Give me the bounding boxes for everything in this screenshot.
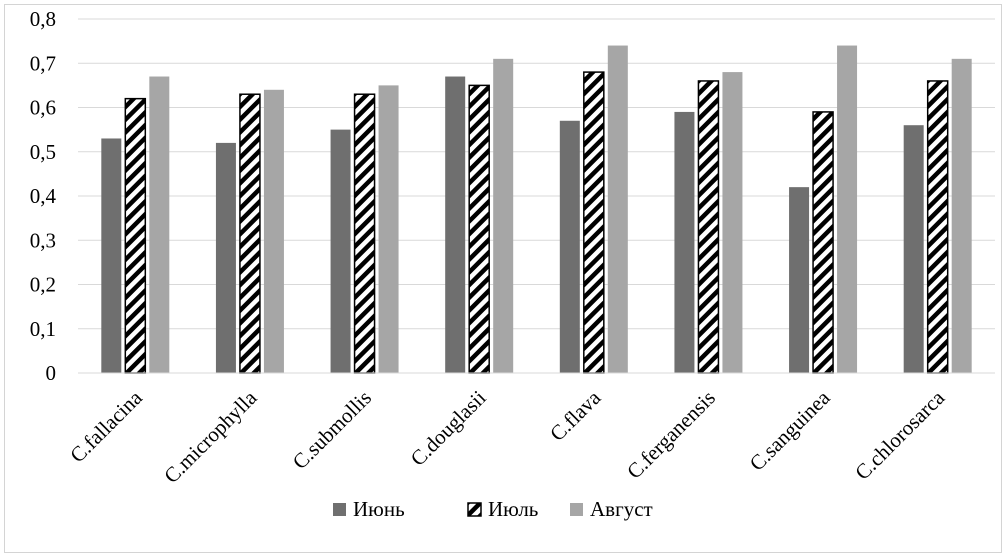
category-label: C.ferganensis <box>622 386 720 484</box>
bar-2-7 <box>812 111 834 374</box>
y-tick-label: 0,5 <box>30 140 56 164</box>
grid <box>78 18 995 330</box>
legend: Июнь Июль Август <box>333 497 653 521</box>
y-axis-ticks: 0 0,1 0,2 0,3 0,4 0,5 0,6 0,7 0,8 <box>30 7 57 385</box>
category-label: C.microphylla <box>159 385 262 488</box>
category-label: C.flava <box>545 385 606 446</box>
bar-3-7 <box>837 45 858 374</box>
category-label: C.douglasii <box>406 385 491 470</box>
bar-2-4 <box>468 84 490 374</box>
bar-1-3 <box>330 129 351 373</box>
bar-3-5 <box>607 45 628 374</box>
legend-swatch-3 <box>570 503 583 516</box>
y-tick-label: 0,8 <box>30 7 56 31</box>
legend-label-2: Июль <box>488 497 538 521</box>
bar-3-6 <box>722 72 743 373</box>
bar-2-1 <box>124 97 147 374</box>
bar-1-8 <box>903 125 924 373</box>
category-label: C.fallacina <box>65 385 147 467</box>
bar-3-8 <box>951 58 972 373</box>
legend-swatch-2 <box>467 502 482 517</box>
bars <box>101 45 972 374</box>
bar-2-2 <box>239 93 261 374</box>
legend-swatch-1 <box>333 503 346 516</box>
y-tick-label: 0,1 <box>30 317 56 341</box>
bar-2-3 <box>353 93 376 374</box>
category-labels: C.fallacina C.microphylla C.submollis C.dou… <box>65 385 950 488</box>
bar-1-7 <box>789 187 810 373</box>
y-tick-label: 0 <box>46 361 57 385</box>
bar-2-8 <box>926 80 949 374</box>
category-label: C.sanguinea <box>745 385 835 475</box>
y-tick-label: 0,7 <box>30 51 56 75</box>
bar-3-1 <box>149 76 170 374</box>
bar-3-2 <box>263 89 284 374</box>
y-tick-label: 0,2 <box>30 273 56 297</box>
bar-2-5 <box>583 71 605 374</box>
y-tick-label: 0,3 <box>30 228 56 252</box>
bar-2-6 <box>697 80 720 374</box>
bar-1-5 <box>559 120 580 374</box>
y-tick-label: 0,4 <box>30 184 57 208</box>
bar-3-3 <box>378 85 399 373</box>
category-label: C.submollis <box>288 386 376 474</box>
legend-label-1: Июнь <box>353 497 405 521</box>
legend-label-3: Август <box>590 497 653 521</box>
bar-1-2 <box>215 142 236 373</box>
bar-3-4 <box>493 58 514 373</box>
bar-1-6 <box>674 111 695 374</box>
y-tick-label: 0,6 <box>30 96 56 120</box>
category-label: C.chlorosarca <box>850 385 949 484</box>
bar-1-1 <box>101 138 122 373</box>
bar-1-4 <box>445 76 466 374</box>
